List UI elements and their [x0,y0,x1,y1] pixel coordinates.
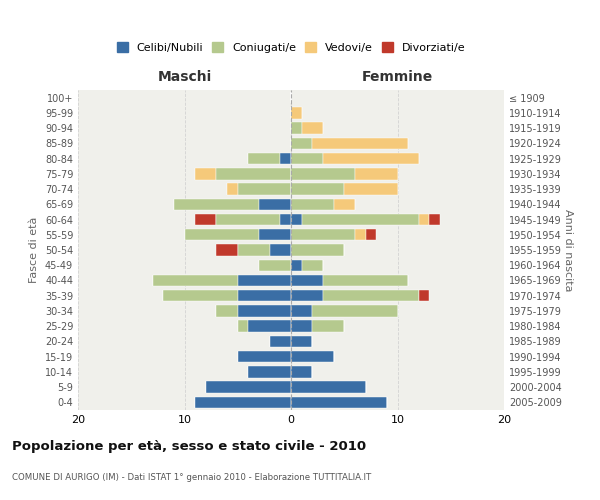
Bar [248,366,291,378]
Bar [291,320,313,332]
Bar [430,214,440,225]
Bar [291,382,365,393]
Bar [238,184,291,195]
Bar [291,184,344,195]
Bar [163,290,238,302]
Bar [291,107,302,118]
Bar [291,260,302,271]
Bar [195,396,291,408]
Bar [259,229,291,240]
Bar [238,244,270,256]
Bar [302,214,419,225]
Bar [291,336,313,347]
Bar [313,305,398,316]
Y-axis label: Fasce di età: Fasce di età [29,217,39,283]
Bar [291,138,313,149]
Bar [291,351,334,362]
Bar [174,198,259,210]
Legend: Celibi/Nubili, Coniugati/e, Vedovi/e, Divorziati/e: Celibi/Nubili, Coniugati/e, Vedovi/e, Di… [112,38,470,58]
Bar [291,275,323,286]
Bar [323,290,419,302]
Bar [227,184,238,195]
Bar [365,229,376,240]
Bar [195,168,217,179]
Bar [217,244,238,256]
Bar [217,214,280,225]
Bar [217,305,238,316]
Bar [313,138,408,149]
Bar [270,244,291,256]
Bar [238,290,291,302]
Bar [419,290,430,302]
Text: Femmine: Femmine [362,70,433,84]
Bar [291,168,355,179]
Bar [302,260,323,271]
Bar [355,168,398,179]
Bar [291,244,344,256]
Bar [291,198,334,210]
Bar [291,153,323,164]
Bar [238,320,248,332]
Bar [355,229,365,240]
Bar [334,198,355,210]
Y-axis label: Anni di nascita: Anni di nascita [563,209,573,291]
Bar [419,214,430,225]
Bar [238,351,291,362]
Bar [291,229,355,240]
Bar [206,382,291,393]
Bar [291,366,313,378]
Bar [238,305,291,316]
Bar [238,275,291,286]
Bar [291,305,313,316]
Text: Popolazione per età, sesso e stato civile - 2010: Popolazione per età, sesso e stato civil… [12,440,366,453]
Bar [302,122,323,134]
Bar [323,153,419,164]
Bar [323,275,408,286]
Bar [248,320,291,332]
Bar [291,290,323,302]
Bar [291,396,387,408]
Bar [248,153,280,164]
Bar [195,214,217,225]
Bar [217,168,291,179]
Bar [259,198,291,210]
Bar [280,214,291,225]
Text: Maschi: Maschi [157,70,212,84]
Bar [280,153,291,164]
Bar [291,214,302,225]
Bar [152,275,238,286]
Bar [291,122,302,134]
Bar [270,336,291,347]
Bar [313,320,344,332]
Bar [259,260,291,271]
Bar [185,229,259,240]
Text: COMUNE DI AURIGO (IM) - Dati ISTAT 1° gennaio 2010 - Elaborazione TUTTITALIA.IT: COMUNE DI AURIGO (IM) - Dati ISTAT 1° ge… [12,473,371,482]
Bar [344,184,398,195]
